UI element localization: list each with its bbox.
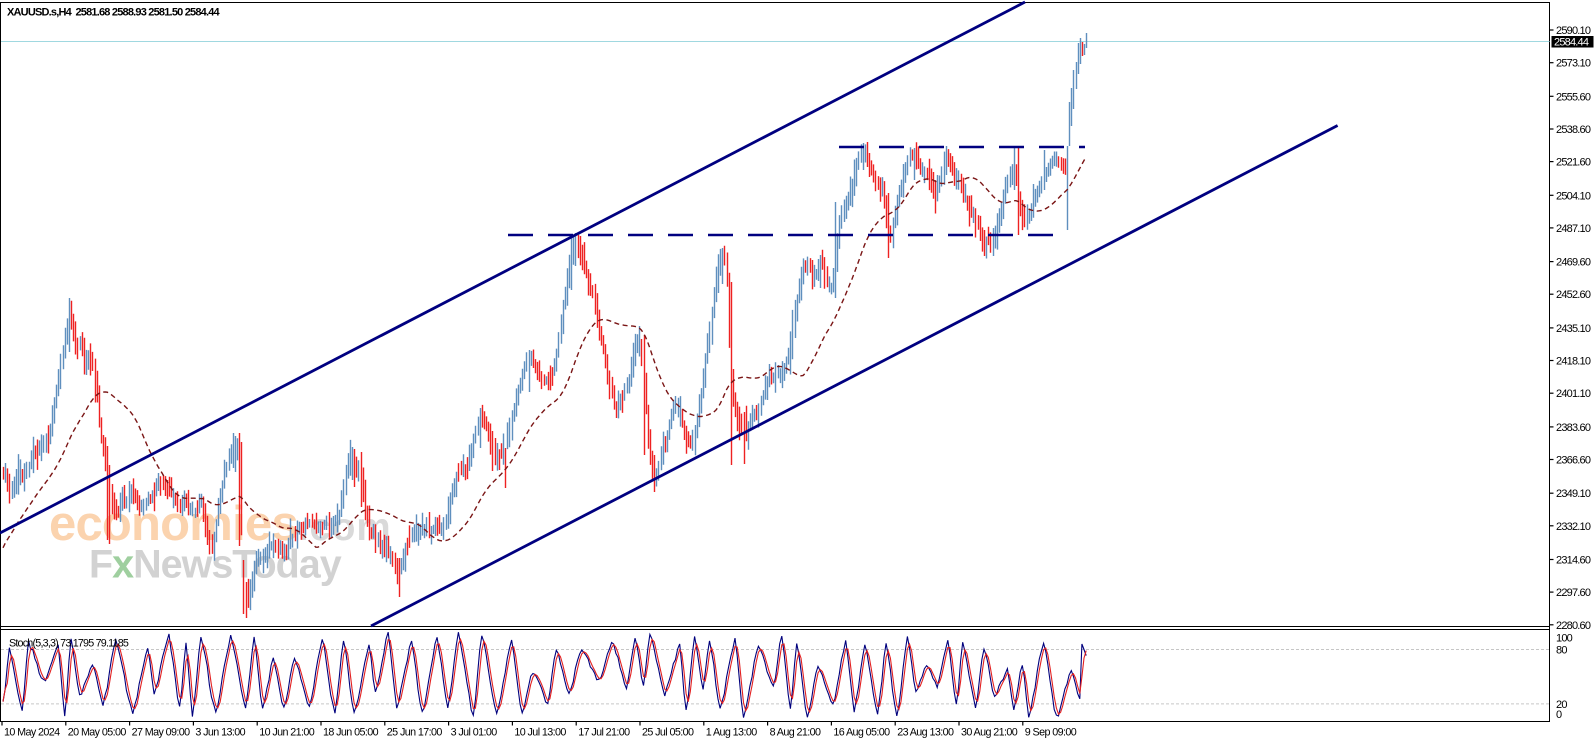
svg-text:27 May 09:00: 27 May 09:00 bbox=[132, 727, 191, 739]
svg-text:1 Aug 13:00: 1 Aug 13:00 bbox=[706, 727, 757, 739]
svg-text:2401.10: 2401.10 bbox=[1556, 388, 1591, 400]
svg-text:2435.10: 2435.10 bbox=[1556, 323, 1591, 335]
svg-text:10 Jun 21:00: 10 Jun 21:00 bbox=[259, 727, 315, 739]
svg-text:2297.60: 2297.60 bbox=[1556, 587, 1591, 599]
svg-text:2590.10: 2590.10 bbox=[1556, 25, 1591, 37]
svg-text:2521.60: 2521.60 bbox=[1556, 157, 1591, 169]
svg-text:2280.60: 2280.60 bbox=[1556, 620, 1591, 632]
svg-text:9 Sep 09:00: 9 Sep 09:00 bbox=[1025, 727, 1077, 739]
svg-text:8 Aug 21:00: 8 Aug 21:00 bbox=[770, 727, 821, 739]
svg-text:17 Jul 21:00: 17 Jul 21:00 bbox=[578, 727, 630, 739]
svg-text:2383.60: 2383.60 bbox=[1556, 422, 1591, 434]
svg-text:10 Jul 13:00: 10 Jul 13:00 bbox=[514, 727, 566, 739]
svg-text:16 Aug 05:00: 16 Aug 05:00 bbox=[833, 727, 890, 739]
svg-text:2452.60: 2452.60 bbox=[1556, 289, 1591, 301]
svg-text:0: 0 bbox=[1556, 709, 1562, 721]
svg-text:80: 80 bbox=[1556, 644, 1567, 656]
svg-text:2314.60: 2314.60 bbox=[1556, 555, 1591, 567]
svg-text:18 Jun 05:00: 18 Jun 05:00 bbox=[323, 727, 379, 739]
svg-text:10 May 2024: 10 May 2024 bbox=[4, 727, 60, 739]
svg-text:2573.10: 2573.10 bbox=[1556, 58, 1591, 70]
svg-text:23 Aug 13:00: 23 Aug 13:00 bbox=[897, 727, 954, 739]
svg-text:2555.60: 2555.60 bbox=[1556, 91, 1591, 103]
svg-text:20 May 05:00: 20 May 05:00 bbox=[68, 727, 127, 739]
svg-text:2504.10: 2504.10 bbox=[1556, 190, 1591, 202]
svg-text:2332.10: 2332.10 bbox=[1556, 521, 1591, 533]
svg-text:2418.10: 2418.10 bbox=[1556, 356, 1591, 368]
svg-text:2584.44: 2584.44 bbox=[1554, 37, 1589, 49]
svg-text:100: 100 bbox=[1556, 632, 1573, 644]
svg-text:2538.60: 2538.60 bbox=[1556, 124, 1591, 136]
svg-text:3 Jun 13:00: 3 Jun 13:00 bbox=[195, 727, 245, 739]
svg-text:2366.60: 2366.60 bbox=[1556, 455, 1591, 467]
svg-text:XAUUSD.s,H4 2581.68 2588.93 2: XAUUSD.s,H4 2581.68 2588.93 2581.50 2584… bbox=[7, 7, 221, 19]
svg-text:FxNewsToday: FxNewsToday bbox=[89, 543, 342, 587]
svg-text:2349.10: 2349.10 bbox=[1556, 488, 1591, 500]
svg-text:3 Jul 01:00: 3 Jul 01:00 bbox=[451, 727, 498, 739]
svg-text:2469.60: 2469.60 bbox=[1556, 257, 1591, 269]
svg-text:2487.10: 2487.10 bbox=[1556, 223, 1591, 235]
svg-text:Stoch(5,3,3) 73.1795 79.1185: Stoch(5,3,3) 73.1795 79.1185 bbox=[9, 638, 129, 650]
svg-text:30 Aug 21:00: 30 Aug 21:00 bbox=[961, 727, 1018, 739]
svg-text:25 Jul 05:00: 25 Jul 05:00 bbox=[642, 727, 694, 739]
svg-text:20: 20 bbox=[1556, 699, 1567, 711]
svg-text:25 Jun 17:00: 25 Jun 17:00 bbox=[387, 727, 443, 739]
